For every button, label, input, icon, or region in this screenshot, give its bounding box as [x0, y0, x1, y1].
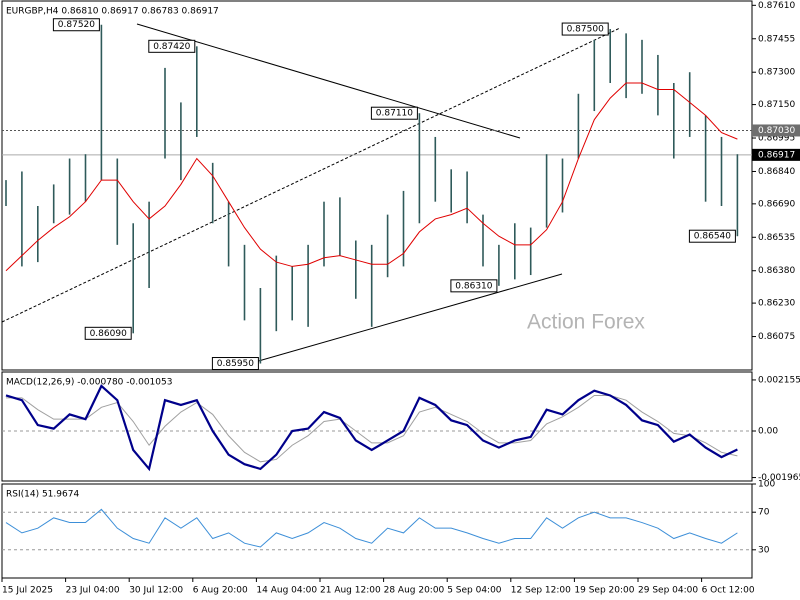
panel-frame	[1, 483, 753, 579]
x-tick-label: 6 Aug 20:00	[193, 586, 248, 596]
x-tick-label: 23 Jul 04:00	[66, 586, 120, 596]
macd-line	[5, 384, 738, 472]
panel-header: EURGBP,H4 0.86810 0.86917 0.86783 0.8691…	[6, 7, 219, 17]
y-tick-label: 0.002155	[758, 375, 800, 385]
y-tick-label: 0.86690	[758, 199, 795, 209]
y-tick-label: 0.86230	[758, 299, 795, 309]
x-tick-label: 29 Sep 04:00	[638, 586, 698, 596]
y-tick-label: 0.87610	[758, 1, 795, 11]
panel-header: MACD(12,26,9) -0.000780 -0.001053	[6, 378, 172, 388]
level-box	[752, 124, 800, 137]
x-tick-label: 21 Aug 12:00	[320, 586, 381, 596]
trend-line	[136, 23, 521, 139]
last-price-label: 0.86917	[758, 150, 795, 160]
price-label-box	[561, 22, 609, 36]
price-label: 0.86310	[455, 281, 492, 291]
y-tick-label: 0.87300	[758, 68, 795, 78]
level-label: 0.87030	[758, 126, 795, 136]
price-label: 0.87520	[58, 20, 95, 30]
panel-header: RSI(14) 51.9674	[6, 490, 79, 500]
price-label-box	[450, 279, 498, 293]
y-tick-label: 0.87455	[758, 34, 795, 44]
rsi-line	[5, 508, 738, 548]
y-tick-label: 0.86995	[758, 134, 795, 144]
price-label: 0.86090	[90, 329, 127, 339]
price-label-box	[211, 357, 259, 371]
price-label-box	[84, 326, 132, 340]
y-tick-label: 0.86380	[758, 266, 795, 276]
signal-line	[6, 394, 738, 463]
x-tick-label: 14 Aug 04:00	[256, 586, 317, 596]
price-label-box	[370, 106, 418, 120]
x-tick-label: 28 Aug 20:00	[384, 586, 445, 596]
y-tick-label: 100	[758, 480, 775, 490]
x-tick-label: 15 Jul 2025	[2, 586, 53, 596]
price-label: 0.87110	[376, 109, 413, 119]
y-tick-label: 0.87150	[758, 100, 795, 110]
y-tick-label: 0.86840	[758, 167, 795, 177]
x-tick-label: 5 Sep 04:00	[447, 586, 502, 596]
last-price-box	[752, 148, 800, 161]
price-label-box	[148, 39, 196, 53]
trend-line	[254, 273, 563, 363]
panel-frame	[1, 0, 753, 371]
price-label: 0.86540	[694, 232, 731, 242]
x-tick-label: 6 Oct 12:00	[702, 586, 755, 596]
x-tick-label: 30 Jul 12:00	[129, 586, 183, 596]
panel-frame	[1, 371, 753, 482]
y-tick-label: 70	[758, 508, 770, 518]
y-tick-label: 0.86075	[758, 332, 795, 342]
price-label: 0.87500	[567, 25, 604, 35]
price-label: 0.85950	[217, 359, 254, 369]
trend-channel	[1, 27, 621, 323]
moving-average	[5, 82, 738, 272]
x-tick-label: 19 Sep 20:00	[574, 586, 634, 596]
price-label: 0.87420	[153, 42, 190, 52]
x-tick-label: 12 Sep 12:00	[511, 586, 571, 596]
price-label-box	[52, 18, 100, 32]
y-tick-label: 0.86535	[758, 233, 795, 243]
watermark: Action Forex	[527, 311, 645, 334]
price-label-box	[688, 229, 736, 243]
y-tick-label: 0.00	[758, 427, 778, 437]
y-tick-label: -0.001965	[758, 473, 800, 483]
y-tick-label: 30	[758, 545, 770, 555]
